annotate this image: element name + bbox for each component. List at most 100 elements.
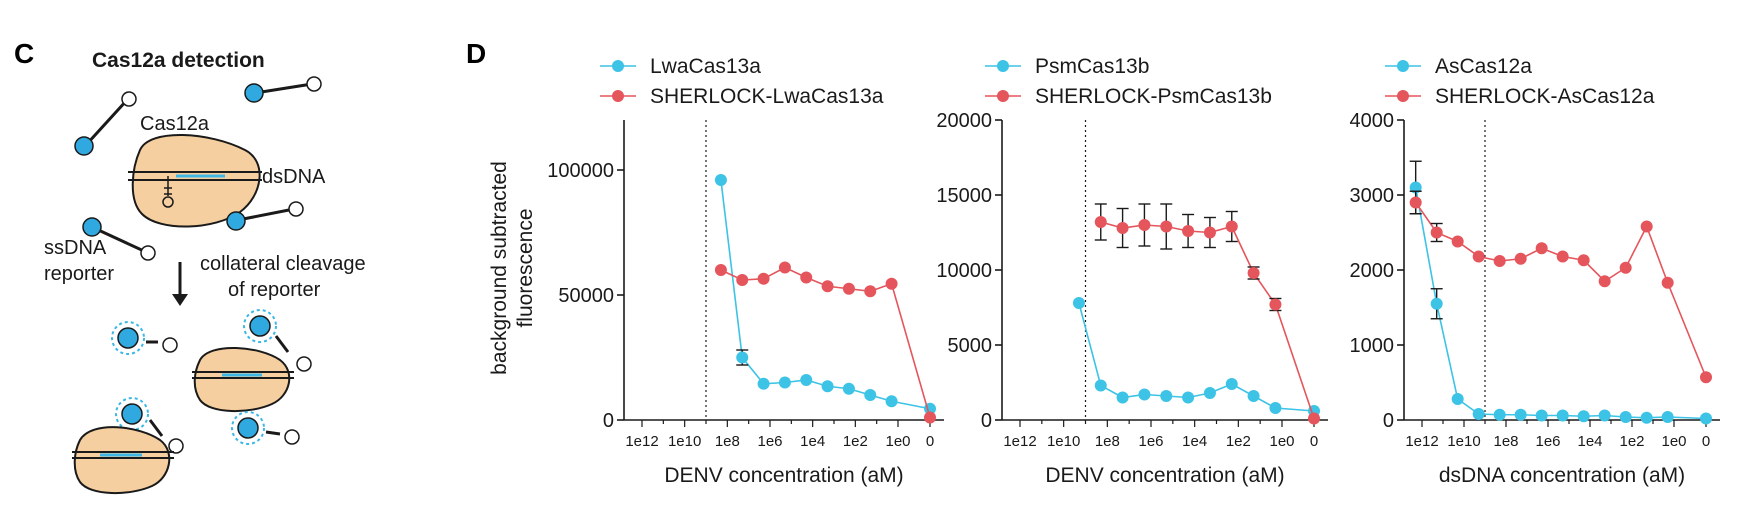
y-tick-label: 5000 [948,335,993,357]
x-tick-label: 1e2 [1226,433,1251,450]
y-tick-label: 1000 [1350,335,1395,357]
panel-c-title: Cas12a detection [92,49,265,72]
data-point [1556,409,1569,422]
x-tick-label: 0 [1310,433,1318,450]
x-axis-label: DENV concentration (aM) [664,464,903,487]
data-point [842,282,855,295]
data-point [1409,181,1422,194]
legend-label: SHERLOCK-LwaCas13a [650,85,884,108]
chart-lwacas13a: 0 50000 100000 1e12 1e10 1e8 1e6 1e4 1e2 1e0 0 DENV… [547,55,944,487]
data-point [1640,411,1653,424]
x-tick-label: 1e2 [1619,433,1644,450]
fluorophore-icon [121,403,143,425]
data-point [1138,219,1151,231]
x-tick-label: 1e6 [1138,433,1163,450]
x-tick-label: 1e10 [668,433,701,450]
data-point [1269,298,1282,311]
reporter-label-line2: reporter [44,263,114,285]
data-point [1598,275,1611,288]
data-point [1451,235,1464,248]
x-tick-label: 0 [926,433,934,450]
data-point [1472,408,1485,420]
quencher-icon [140,245,156,261]
data-point [1472,250,1485,263]
data-point [736,351,749,364]
data-point [864,285,877,298]
data-point [736,274,749,286]
data-point [1451,393,1464,405]
quencher-icon [288,201,304,217]
panel-c-letter: C [14,38,34,69]
x-tick-label: 1e12 [625,433,658,450]
panel-c-schematic: C Cas12a detection Cas12a dsDNA [14,38,366,494]
data-point [714,174,727,186]
data-point [842,382,855,395]
data-point [1308,412,1320,425]
data-point [1640,220,1653,233]
data-point [1160,220,1173,233]
legend-marker [612,90,624,102]
data-point [1225,220,1238,233]
data-point [1535,409,1548,422]
cas12a-label: Cas12a [140,113,210,135]
legend-marker [612,60,624,72]
x-tick-label: 1e0 [885,433,910,450]
cas12a-complex [192,347,294,412]
legend-marker [1397,60,1409,72]
x-tick-label: 1e4 [800,433,825,450]
y-tick-label: 0 [1383,410,1394,432]
y-axis-label-line2: fluorescence [514,208,537,327]
fluorophore-icon [237,417,259,439]
x-tick-label: 1e12 [1003,433,1036,450]
data-point [1661,411,1674,423]
data-point [1269,402,1282,414]
data-point [1535,242,1548,255]
data-point [885,277,898,290]
data-point [1247,390,1260,402]
panel-d-letter: D [466,38,486,69]
quencher-icon [306,76,322,92]
y-tick-label: 0 [603,410,614,432]
data-point [1409,196,1422,209]
quencher-icon [121,91,137,107]
legend-label: SHERLOCK-PsmCas13b [1035,85,1272,108]
data-point [757,272,770,285]
y-tick-label: 100000 [547,160,614,182]
quencher-icon [284,429,300,445]
reporter-label-line1: ssDNA [44,237,107,259]
data-point [885,395,898,408]
y-tick-label: 15000 [936,185,992,207]
data-point [1619,261,1632,274]
quencher-icon [162,337,178,353]
series-line-AsCas12a [1414,187,1707,420]
x-tick-label: 1e8 [1095,433,1120,450]
data-point [1493,255,1506,267]
legend-label: LwaCas13a [650,55,761,78]
data-point [1514,252,1527,265]
crrna-icon [164,176,172,196]
data-point [778,261,791,274]
data-point [778,376,791,389]
legend-label: AsCas12a [1435,55,1532,78]
series-line-LwaCas13a [720,179,931,410]
quencher-icon [168,438,184,454]
x-axis-label: dsDNA concentration (aM) [1439,464,1685,487]
cleaved-reporter [111,321,178,355]
dsdna-label: dsDNA [262,166,326,188]
data-point [1598,409,1611,422]
data-point [821,280,834,293]
data-point [1700,412,1712,425]
x-tick-label: 1e10 [1047,433,1080,450]
cas12a-protein-icon [73,426,171,494]
y-tick-label: 2000 [1350,260,1395,282]
fluorophore-icon [249,315,271,337]
data-point [800,374,813,386]
cas12a-complex [72,426,174,494]
cas12a-protein-icon [193,347,291,412]
data-point [1138,388,1151,401]
data-point [924,411,936,424]
y-tick-label: 10000 [936,260,992,282]
y-tick-label: 20000 [936,110,992,132]
series-line-SHERLOCK-AsCas12a [1415,202,1707,378]
